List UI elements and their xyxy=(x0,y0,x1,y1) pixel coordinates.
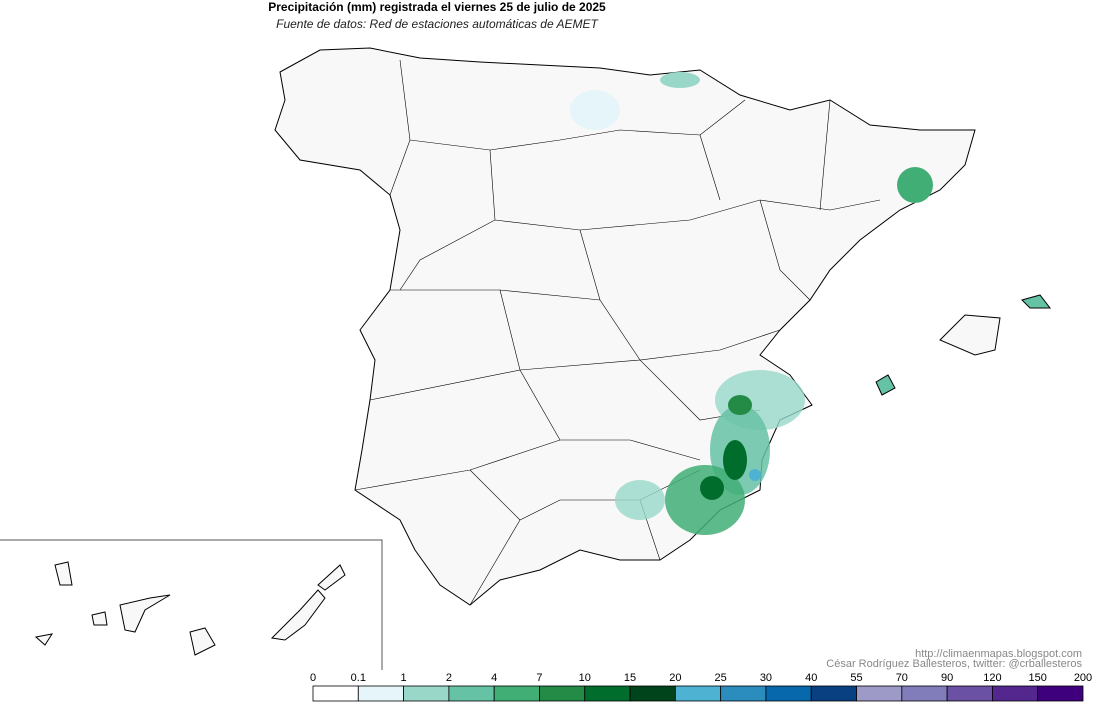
legend-label: 1 xyxy=(401,672,407,684)
legend-swatch xyxy=(901,685,948,702)
rain-area xyxy=(615,480,665,520)
legend-label: 20 xyxy=(669,672,681,684)
island xyxy=(54,561,73,586)
credit: César Rodríguez Ballesteros, twitter: @c… xyxy=(826,658,1082,670)
province-borders xyxy=(354,59,881,606)
legend-swatch xyxy=(992,685,1039,702)
island xyxy=(91,611,108,626)
island xyxy=(875,374,896,396)
inset-frame xyxy=(0,539,383,670)
legend-label: 2 xyxy=(446,672,452,684)
rain-area xyxy=(723,440,747,480)
legend-label: 150 xyxy=(1029,672,1047,684)
legend-label: 0.1 xyxy=(351,672,366,684)
legend-label: 25 xyxy=(715,672,727,684)
legend-swatch xyxy=(493,685,540,702)
island xyxy=(1021,294,1052,309)
rain-area xyxy=(897,167,933,203)
canary-inset xyxy=(0,539,383,670)
mainland xyxy=(274,47,976,606)
legend-label: 55 xyxy=(850,672,862,684)
spain-outline xyxy=(274,47,976,606)
legend-swatch xyxy=(629,685,676,702)
legend-label: 90 xyxy=(941,672,953,684)
legend-swatch xyxy=(539,685,586,702)
rain-area xyxy=(660,72,700,88)
legend-swatch xyxy=(403,685,450,702)
island xyxy=(34,633,54,646)
legend-swatch xyxy=(946,685,993,702)
rain-area xyxy=(700,476,724,500)
legend-swatch xyxy=(674,685,722,702)
rain-area xyxy=(665,465,745,535)
legend-label: 10 xyxy=(579,672,591,684)
legend-label: 7 xyxy=(536,672,542,684)
legend-swatch xyxy=(448,685,495,702)
legend-swatch xyxy=(810,685,857,702)
balearic-islands xyxy=(875,294,1052,396)
legend-label: 40 xyxy=(805,672,817,684)
map-title: Precipitación (mm) registrada el viernes… xyxy=(268,0,606,14)
legend-label: 15 xyxy=(624,672,636,684)
island xyxy=(119,594,171,633)
legend-label: 4 xyxy=(491,672,497,684)
rain-area xyxy=(749,469,761,481)
island xyxy=(317,564,346,591)
rain-area xyxy=(728,395,752,415)
map-subtitle: Fuente de datos: Red de estaciones autom… xyxy=(276,17,599,31)
legend-swatch xyxy=(720,685,767,702)
legend-label: 200 xyxy=(1074,672,1092,684)
legend-label: 30 xyxy=(760,672,772,684)
credit: http://climaenmapas.blogspot.com xyxy=(915,648,1082,660)
island xyxy=(939,314,1001,356)
legend-swatch xyxy=(312,685,359,702)
legend-swatch xyxy=(856,685,903,702)
island xyxy=(270,589,326,641)
legend-label: 120 xyxy=(983,672,1001,684)
rain-area xyxy=(570,90,620,130)
legend-label: 70 xyxy=(896,672,908,684)
legend: 0 0.1 1 2 4 7 10 15 20 25 30 40 55 70 90 120 150 200 xyxy=(310,672,1092,702)
legend-label: 0 xyxy=(310,672,316,684)
legend-swatch xyxy=(357,685,404,702)
island xyxy=(189,627,216,656)
legend-swatch xyxy=(765,685,812,702)
legend-swatch xyxy=(584,685,631,702)
precipitation-areas xyxy=(570,72,933,535)
legend-swatch xyxy=(1037,685,1084,702)
